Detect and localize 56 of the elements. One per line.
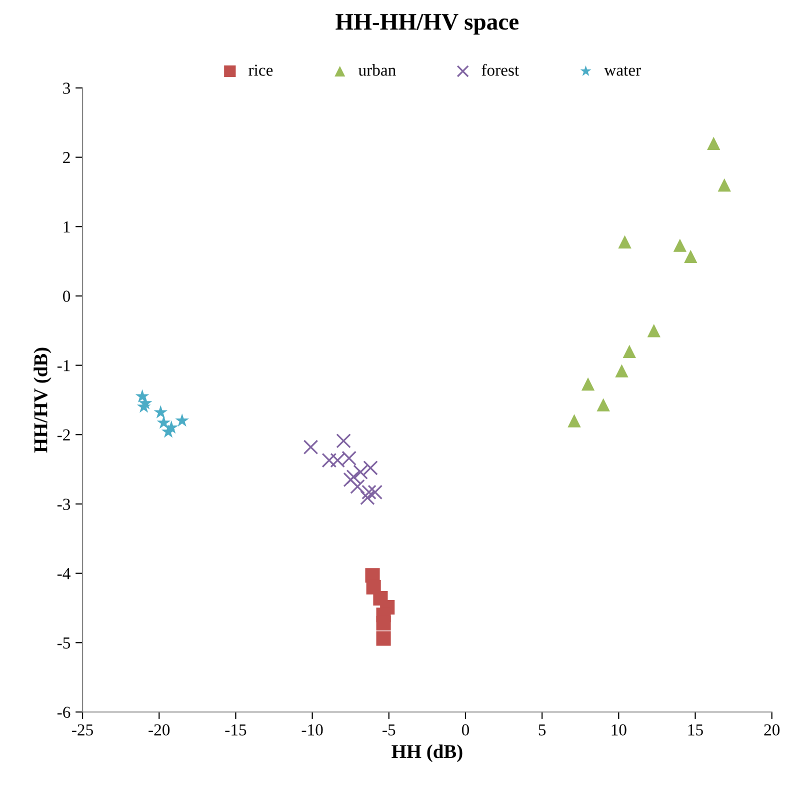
legend-label: rice (248, 64, 273, 76)
legend-label: urban (358, 64, 396, 76)
y-tick-label: -5 (57, 638, 70, 649)
point (322, 452, 337, 468)
y-tick-label: -1 (57, 360, 70, 372)
point (136, 400, 151, 413)
x-tick-label: -25 (72, 724, 93, 736)
x-axis-title: HH (dB) (392, 744, 462, 762)
point (156, 416, 171, 429)
point (161, 424, 176, 438)
point (618, 235, 632, 248)
x-tick-label: 20 (764, 724, 780, 736)
x-tick-label: 0 (462, 724, 470, 736)
y-tick-label: -3 (57, 498, 70, 510)
point (175, 413, 190, 427)
y-tick-label: 1 (64, 221, 70, 232)
legend-label: water (604, 66, 641, 76)
point (350, 479, 365, 494)
x-tick-label: -15 (225, 724, 246, 736)
y-tick-label: -6 (57, 706, 70, 718)
legend-label: forest (482, 64, 520, 76)
point (647, 324, 660, 338)
point (718, 178, 731, 192)
chart-title: HH-HH/HV space (336, 14, 519, 35)
point (363, 460, 378, 476)
point (581, 377, 595, 391)
point (154, 405, 168, 418)
x-tick-label: 10 (612, 724, 626, 736)
point (376, 616, 391, 631)
x-tick-label: -5 (382, 724, 396, 736)
x-tick-label: -20 (148, 724, 170, 736)
point (707, 136, 720, 150)
point (346, 470, 362, 484)
y-axis-title: HH/HV (dB) (34, 348, 52, 453)
point (362, 484, 376, 500)
point (303, 440, 318, 455)
y-tick-label: 0 (63, 290, 70, 302)
point (673, 238, 687, 252)
x-tick-label: -10 (302, 724, 323, 736)
point (336, 433, 351, 448)
y-tick-label: -2 (57, 429, 70, 440)
point (135, 389, 150, 402)
point (684, 250, 698, 264)
y-tick-label: 2 (63, 152, 70, 164)
y-tick-label: 3 (63, 82, 70, 94)
point (368, 484, 383, 500)
x-tick-label: 15 (688, 724, 703, 736)
point (353, 464, 368, 480)
point (596, 398, 610, 412)
point (568, 414, 581, 428)
point (360, 490, 375, 506)
point (615, 364, 628, 378)
y-tick-label: -4 (57, 568, 70, 580)
point (376, 631, 391, 646)
x-tick-label: 5 (538, 724, 546, 736)
point (622, 344, 636, 358)
